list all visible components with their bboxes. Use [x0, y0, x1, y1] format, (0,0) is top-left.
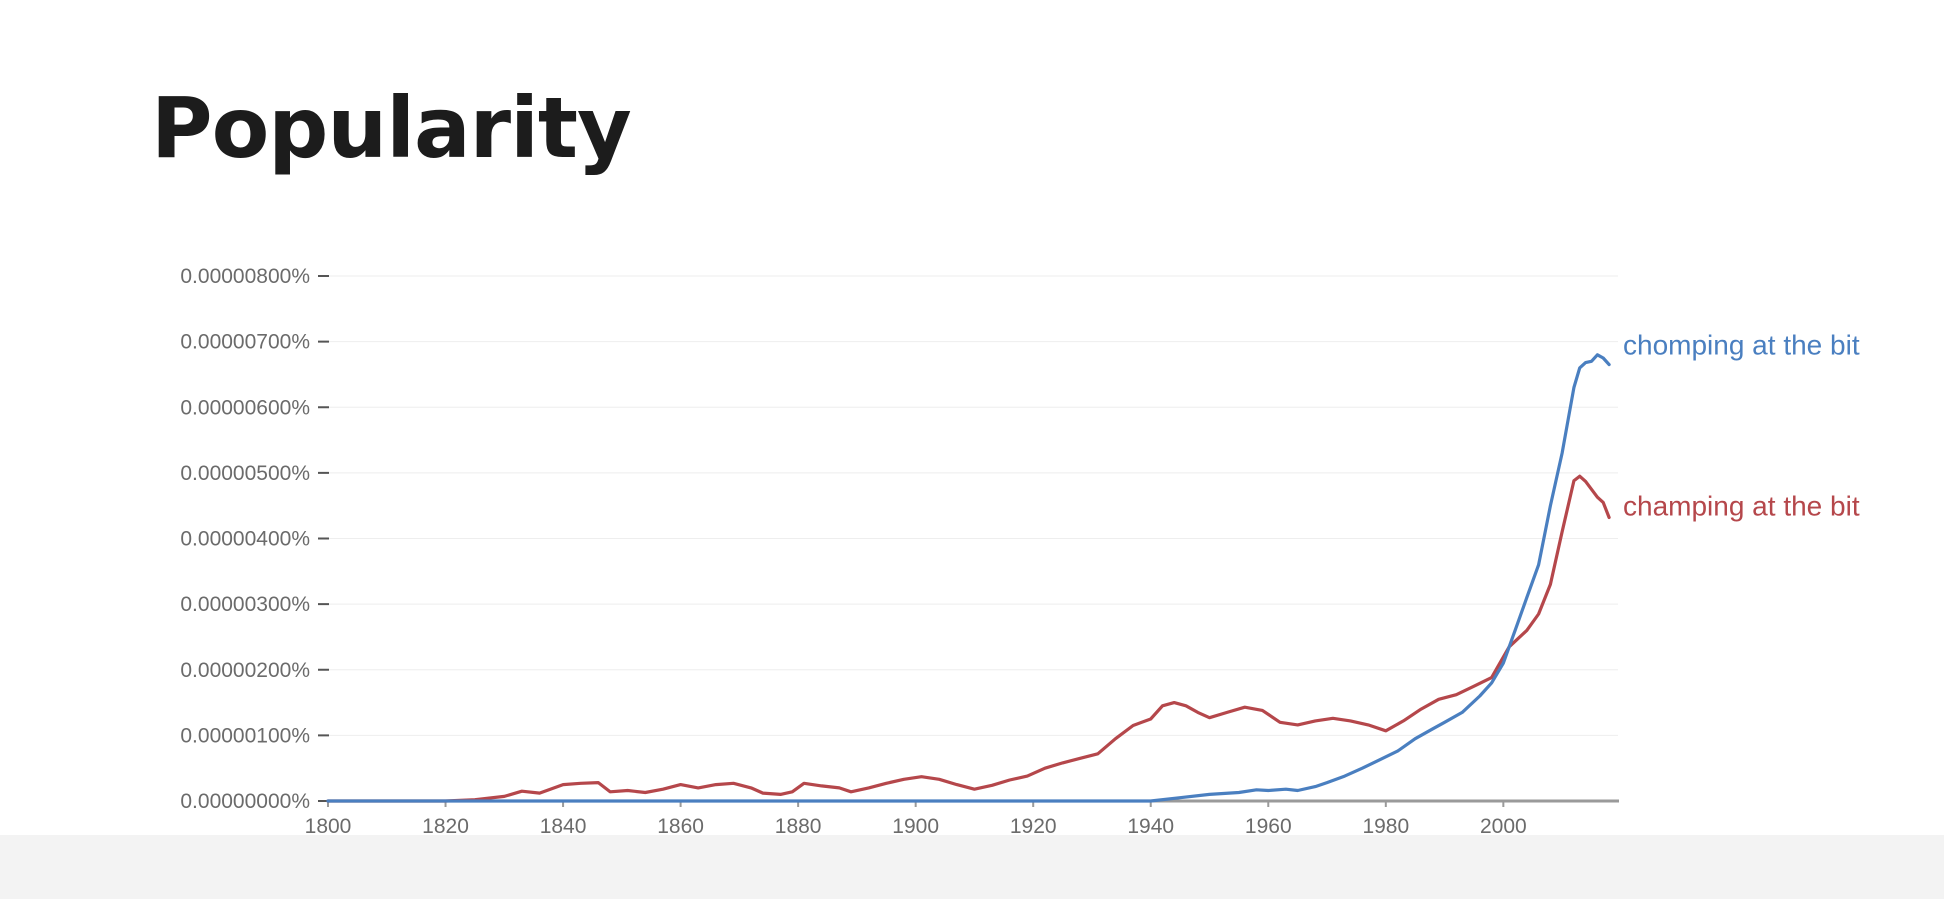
- y-tick-label-0: 0.00000000%: [180, 790, 310, 813]
- series-line-0: [326, 353, 1611, 803]
- series-labels: champing at the bit chomping at the bit: [1623, 330, 1860, 522]
- y-tick-label-7: 0.00000700%: [180, 331, 310, 354]
- grid-lines: [328, 275, 1618, 736]
- bottom-band: [0, 835, 1944, 899]
- series-lines: [326, 353, 1611, 803]
- x-tick-label-9: 1980: [1362, 815, 1409, 835]
- y-tick-label-2: 0.00000200%: [180, 659, 310, 682]
- y-tick-label-5: 0.00000500%: [180, 462, 310, 485]
- x-tick-label-6: 1920: [1010, 815, 1057, 835]
- series-label-0: chomping at the bit: [1623, 330, 1860, 361]
- x-tick-label-0: 1800: [305, 815, 352, 835]
- x-tick-label-1: 1820: [422, 815, 469, 835]
- ngram-line-chart: 0.00000000% 0.00000100% 0.00000200% 0.00000…: [180, 265, 1860, 835]
- y-tick-label-4: 0.00000400%: [180, 528, 310, 551]
- y-tick-label-1: 0.00000100%: [180, 724, 310, 747]
- x-tick-label-5: 1900: [892, 815, 939, 835]
- x-axis: 1800 1820 1840 1860 1880 1900 1920 1940 1960 1980…: [305, 799, 1619, 835]
- series-line-1: [326, 474, 1611, 803]
- page-title: Popularity: [151, 79, 632, 177]
- y-tick-label-3: 0.00000300%: [180, 593, 310, 616]
- x-tick-label-3: 1860: [657, 815, 704, 835]
- y-tick-label-6: 0.00000600%: [180, 396, 310, 419]
- x-tick-label-4: 1880: [775, 815, 822, 835]
- x-tick-label-2: 1840: [540, 815, 587, 835]
- x-tick-label-10: 2000: [1480, 815, 1527, 835]
- x-tick-label-7: 1940: [1127, 815, 1174, 835]
- y-axis: 0.00000000% 0.00000100% 0.00000200% 0.00000…: [180, 265, 329, 813]
- y-tick-label-8: 0.00000800%: [180, 265, 310, 288]
- series-label-1: champing at the bit: [1623, 491, 1860, 522]
- x-tick-label-8: 1960: [1245, 815, 1292, 835]
